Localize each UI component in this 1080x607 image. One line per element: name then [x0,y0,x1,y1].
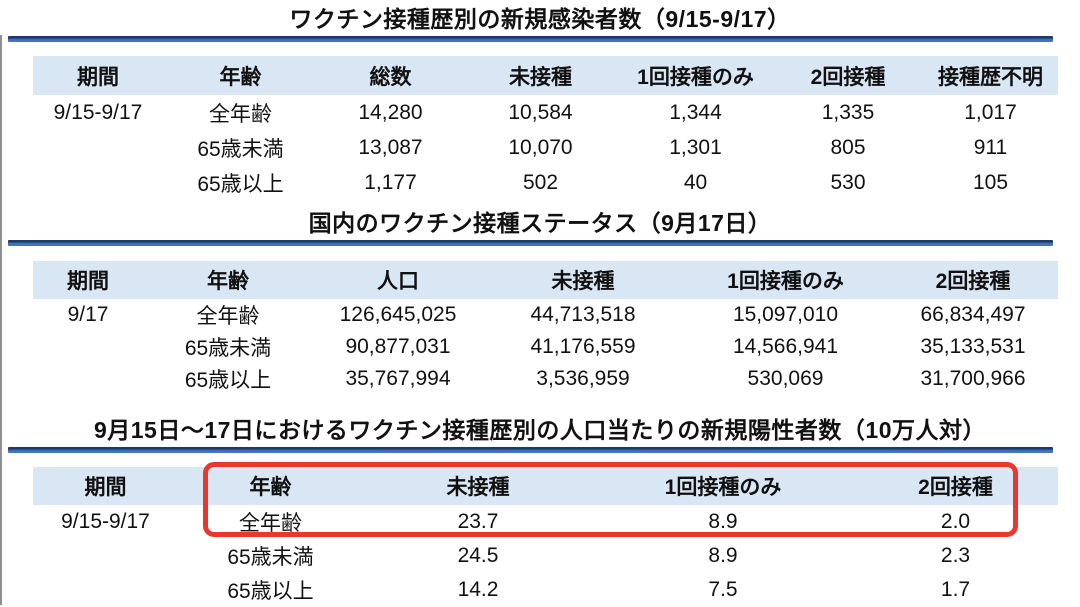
cell-unknown: 105 [972,170,1009,194]
cell-unvaccinated: 23.7 [457,510,499,533]
col-header-period: 期間 [33,56,163,95]
col-header-unknown: 接種歴不明 [923,56,1058,95]
table-header-row: 期間 年齢 未接種 1回接種のみ 2回接種 [33,467,1058,505]
cell-age: 65歳未満 [227,546,314,569]
table-row: 65歳以上 1,177 502 40 530 105 [33,165,1058,200]
section-title-vaccination-status: 国内のワクチン接種ステータス（9月17日） [308,210,772,236]
cell-two-doses: 31,700,966 [920,367,1026,390]
cell-age: 65歳以上 [197,172,284,196]
table-row-highlighted: 9/15-9/17 全年齢 23.7 8.9 2.0 [33,505,1058,539]
col-header-one-dose: 1回接種のみ [618,56,773,95]
cell-unvaccinated: 44,713,518 [530,303,636,326]
col-header-two-doses: 2回接種 [773,56,923,95]
cell-age: 全年齢 [239,512,302,535]
rate-per-100k-table: 期間 年齢 未接種 1回接種のみ 2回接種 9/15-9/17 全年齢 23.7… [33,467,1058,607]
col-header-one-dose: 1回接種のみ [683,261,888,299]
col-header-two-doses: 2回接種 [853,467,1058,505]
section-title-rate-per-100k: 9月15日～17日におけるワクチン接種歴別の人口当たりの新規陽性者数（10万人対… [93,417,987,443]
cell-unknown: 1,017 [964,100,1017,124]
table-row: 65歳未満 90,877,031 41,176,559 14,566,941 3… [33,331,1058,363]
cell-one-dose: 40 [683,170,708,194]
cell-age: 65歳以上 [227,580,314,603]
cell-unknown: 911 [973,135,1008,159]
cell-one-dose: 8.9 [708,544,738,567]
col-header-unvaccinated: 未接種 [363,467,593,505]
section-rate-per-100k: 9月15日～17日におけるワクチン接種歴別の人口当たりの新規陽性者数（10万人対… [0,416,1080,607]
cell-unvaccinated: 502 [522,170,559,194]
col-header-unvaccinated: 未接種 [463,56,618,95]
section-title-new-infections: ワクチン接種歴別の新規感染者数（9/15-9/17） [289,6,791,32]
cell-one-dose: 8.9 [708,510,738,533]
table-row: 65歳未満 24.5 8.9 2.3 [33,539,1058,573]
cell-period [33,130,163,165]
cell-unvaccinated: 10,584 [508,100,573,124]
cell-one-dose: 15,097,010 [732,303,839,326]
title-underline [8,36,1053,42]
table-header-row: 期間 年齢 人口 未接種 1回接種のみ 2回接種 [33,261,1058,299]
cell-age: 65歳未満 [197,137,284,161]
cell-total: 14,280 [358,100,423,124]
cell-unvaccinated: 41,176,559 [530,335,636,358]
col-header-period: 期間 [33,261,143,299]
cell-two-doses: 2.3 [940,544,971,567]
cell-period [33,573,178,607]
table-row: 65歳以上 14.2 7.5 1.7 [33,573,1058,607]
cell-two-doses: 66,834,497 [920,303,1026,326]
table-row: 9/15-9/17 全年齢 14,280 10,584 1,344 1,335 … [33,95,1058,130]
cell-two-doses: 530 [830,170,866,194]
vaccination-status-table: 期間 年齢 人口 未接種 1回接種のみ 2回接種 9/17 全年齢 126,64… [33,261,1058,395]
section-vaccination-status: 国内のワクチン接種ステータス（9月17日） 期間 年齢 人口 未接種 1回接種の… [0,209,1080,395]
cell-period: 9/15-9/17 [61,510,150,533]
section-new-infections: ワクチン接種歴別の新規感染者数（9/15-9/17） 期間 年齢 総数 未接種 … [0,0,1080,200]
cell-unvaccinated: 14.2 [457,578,499,601]
col-header-population: 人口 [313,261,483,299]
col-header-age: 年齢 [178,467,363,505]
cell-age: 全年齢 [209,102,272,126]
cell-one-dose: 14,566,941 [732,335,839,358]
cell-unvaccinated: 10,070 [508,135,573,159]
cell-period [33,331,143,363]
col-header-two-doses: 2回接種 [888,261,1058,299]
table-row: 9/17 全年齢 126,645,025 44,713,518 15,097,0… [33,299,1058,331]
cell-unvaccinated: 24.5 [457,544,499,567]
cell-one-dose: 1,344 [669,100,722,124]
cell-period [33,539,178,573]
table-header-row: 期間 年齢 総数 未接種 1回接種のみ 2回接種 接種歴不明 [33,56,1058,95]
cell-population: 90,877,031 [345,335,451,358]
new-infections-table: 期間 年齢 総数 未接種 1回接種のみ 2回接種 接種歴不明 9/15-9/17… [33,56,1058,200]
cell-one-dose: 530,069 [747,367,824,390]
scan-edge-line [0,35,2,605]
cell-population: 126,645,025 [339,303,457,326]
cell-period: 9/17 [67,303,109,326]
table-row: 65歳未満 13,087 10,070 1,301 805 911 [33,130,1058,165]
col-header-age: 年齢 [143,261,313,299]
cell-age: 全年齢 [196,305,260,328]
title-underline [8,447,1053,453]
table-row: 65歳以上 35,767,994 3,536,959 530,069 31,70… [33,363,1058,395]
cell-age: 65歳以上 [184,369,272,392]
cell-total: 1,177 [364,170,417,194]
cell-population: 35,767,994 [345,367,451,390]
cell-age: 65歳未満 [184,337,272,360]
cell-two-doses: 1,335 [821,100,875,124]
cell-two-doses: 35,133,531 [920,335,1026,358]
col-header-age: 年齢 [163,56,318,95]
cell-one-dose: 1,301 [669,135,722,159]
cell-two-doses: 1.7 [940,578,971,601]
col-header-period: 期間 [33,467,178,505]
cell-total: 13,087 [358,135,423,159]
cell-unvaccinated: 3,536,959 [536,367,630,390]
cell-two-doses: 2.0 [940,510,971,533]
col-header-total: 総数 [318,56,463,95]
cell-period: 9/15-9/17 [53,100,143,124]
cell-two-doses: 805 [830,135,866,159]
cell-period [33,363,143,395]
cell-one-dose: 7.5 [708,578,738,601]
title-underline [8,240,1053,246]
col-header-unvaccinated: 未接種 [483,261,683,299]
col-header-one-dose: 1回接種のみ [593,467,853,505]
cell-period [33,165,163,200]
